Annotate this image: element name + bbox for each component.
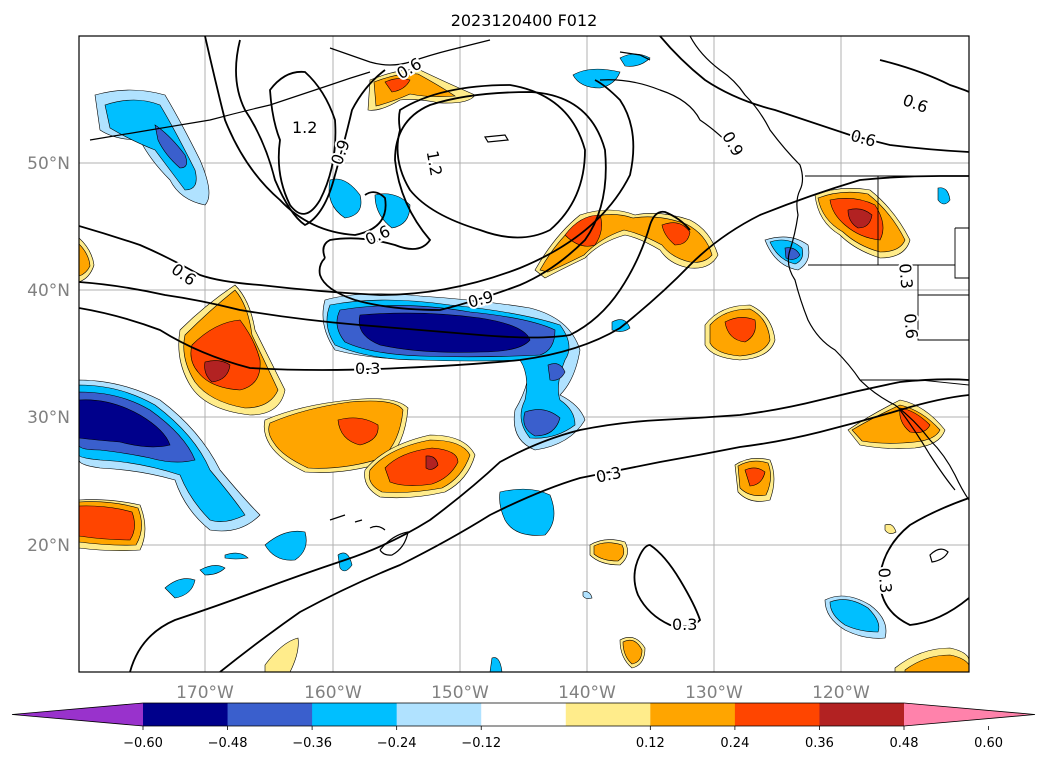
hawaii-islands [329,514,409,556]
contour-1.2-west [269,70,337,215]
contour-0.6-upper [879,59,969,93]
aleutian-islands [89,71,371,141]
colorbar-segment [650,703,736,726]
neg-region-small-50n [328,178,362,219]
colorbar-tick-label: 0.24 [720,736,749,751]
contour-0.3-main [79,175,969,371]
colorbar-segment [565,703,651,726]
pos-region-core-west [204,360,231,383]
lat-tick-label: 50°N [27,154,70,174]
contour-0.3-south [129,378,969,672]
contour-0.3-south2 [219,394,969,672]
contour-0.3-east [879,497,969,626]
height-contours [79,36,969,672]
neg-region-gulf-alaska-core [104,99,197,191]
colorbar-tick-label: −0.12 [461,736,501,751]
colorbar-tick-label: −0.36 [292,736,332,751]
north-america-coast [689,36,969,501]
contour-label: 0.3 [355,359,380,378]
map-area: 1.2 1.2 0.9 0.9 0.9 0.6 0.6 0.6 0.6 0.6 … [79,36,969,672]
map-title: 2023120400 F012 [451,11,598,30]
baja-coast [899,409,956,491]
colorbar-extend-min [12,703,143,726]
contour-label: 0.3 [672,615,697,634]
contour-label: 0.3 [874,567,895,594]
lon-tick-label: 140°W [558,683,616,703]
lon-tick-label: 130°W [685,683,743,703]
colorbar-segment [227,703,313,726]
contour-label: 0.6 [900,313,921,340]
colorbar-tick-label: −0.60 [123,736,163,751]
colorbar: −0.60 −0.48 −0.36 −0.24 −0.12 0.12 0.24 0.36 0.4… [11,702,1036,751]
colorbar-tick-label: 0.36 [805,736,834,751]
colorbar-segment [819,703,905,726]
colorbar-segment [143,703,229,726]
positive-anomaly-regions [79,69,969,672]
lat-tick-labels: 50°N 40°N 30°N 20°N [27,154,70,556]
lon-tick-label: 150°W [431,683,489,703]
colorbar-tick-label: 0.48 [890,736,919,751]
contour-label: 0.3 [895,263,916,290]
alaska-panhandle-coast [599,79,731,146]
colorbar-tick-label: 0.60 [974,736,1003,751]
negative-anomaly-regions [79,53,951,672]
contour-0.9 [235,39,607,311]
contour-label: 0.3 [594,463,623,487]
colorbar-tick-label: −0.24 [377,736,417,751]
lat-tick-label: 40°N [27,281,70,301]
alaska-peninsula [329,39,491,66]
lon-tick-label: 160°W [304,683,362,703]
contour-label: 1.2 [292,118,317,137]
coastlines [89,36,969,563]
colorbar-tick-label: 0.12 [636,736,665,751]
colorbar-extend-max [904,703,1035,726]
contour-0.6 [79,36,969,296]
map-frame [78,35,970,673]
colorbar-segment [396,703,482,726]
lat-tick-label: 30°N [27,408,70,428]
colorbar-tick-label: −0.48 [208,736,248,751]
contour-1.2-low [396,84,586,239]
lon-tick-label: 120°W [812,683,870,703]
lat-tick-label: 20°N [27,536,70,556]
colorbar-segment [481,703,567,726]
neg-region-core-30n [79,399,171,448]
colorbar-segment [312,703,398,726]
colorbar-segment [734,703,820,726]
lon-tick-label: 170°W [176,683,234,703]
lon-tick-labels: 170°W 160°W 150°W 140°W 130°W 120°W [176,683,870,703]
contour-0.3-loop [633,544,702,628]
